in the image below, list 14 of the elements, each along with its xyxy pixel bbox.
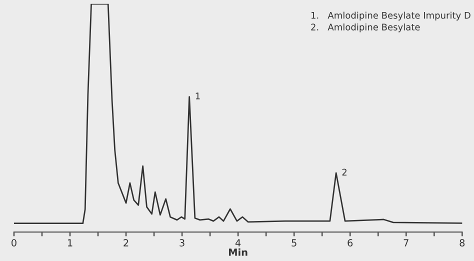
x-tick-label: 7: [404, 239, 408, 246]
annotation: 1: [196, 92, 200, 100]
x-axis-title: Min: [228, 248, 248, 256]
x-tick-label: 8: [460, 239, 465, 246]
x-tick-label: 0: [12, 239, 16, 246]
x-tick-label: 6: [348, 239, 353, 246]
x-tick-label: 2: [124, 239, 128, 246]
x-tick-label: 1: [68, 239, 72, 246]
x-tick-label: 4: [235, 239, 241, 246]
x-tick-label: 3: [180, 239, 184, 246]
annotation: 1. Amlodipine Besylate Impurity D: [311, 12, 470, 20]
annotation: 2. Amlodipine Besylate: [311, 23, 420, 32]
x-tick-label: 5: [292, 239, 296, 246]
annotation: 2: [342, 168, 346, 176]
